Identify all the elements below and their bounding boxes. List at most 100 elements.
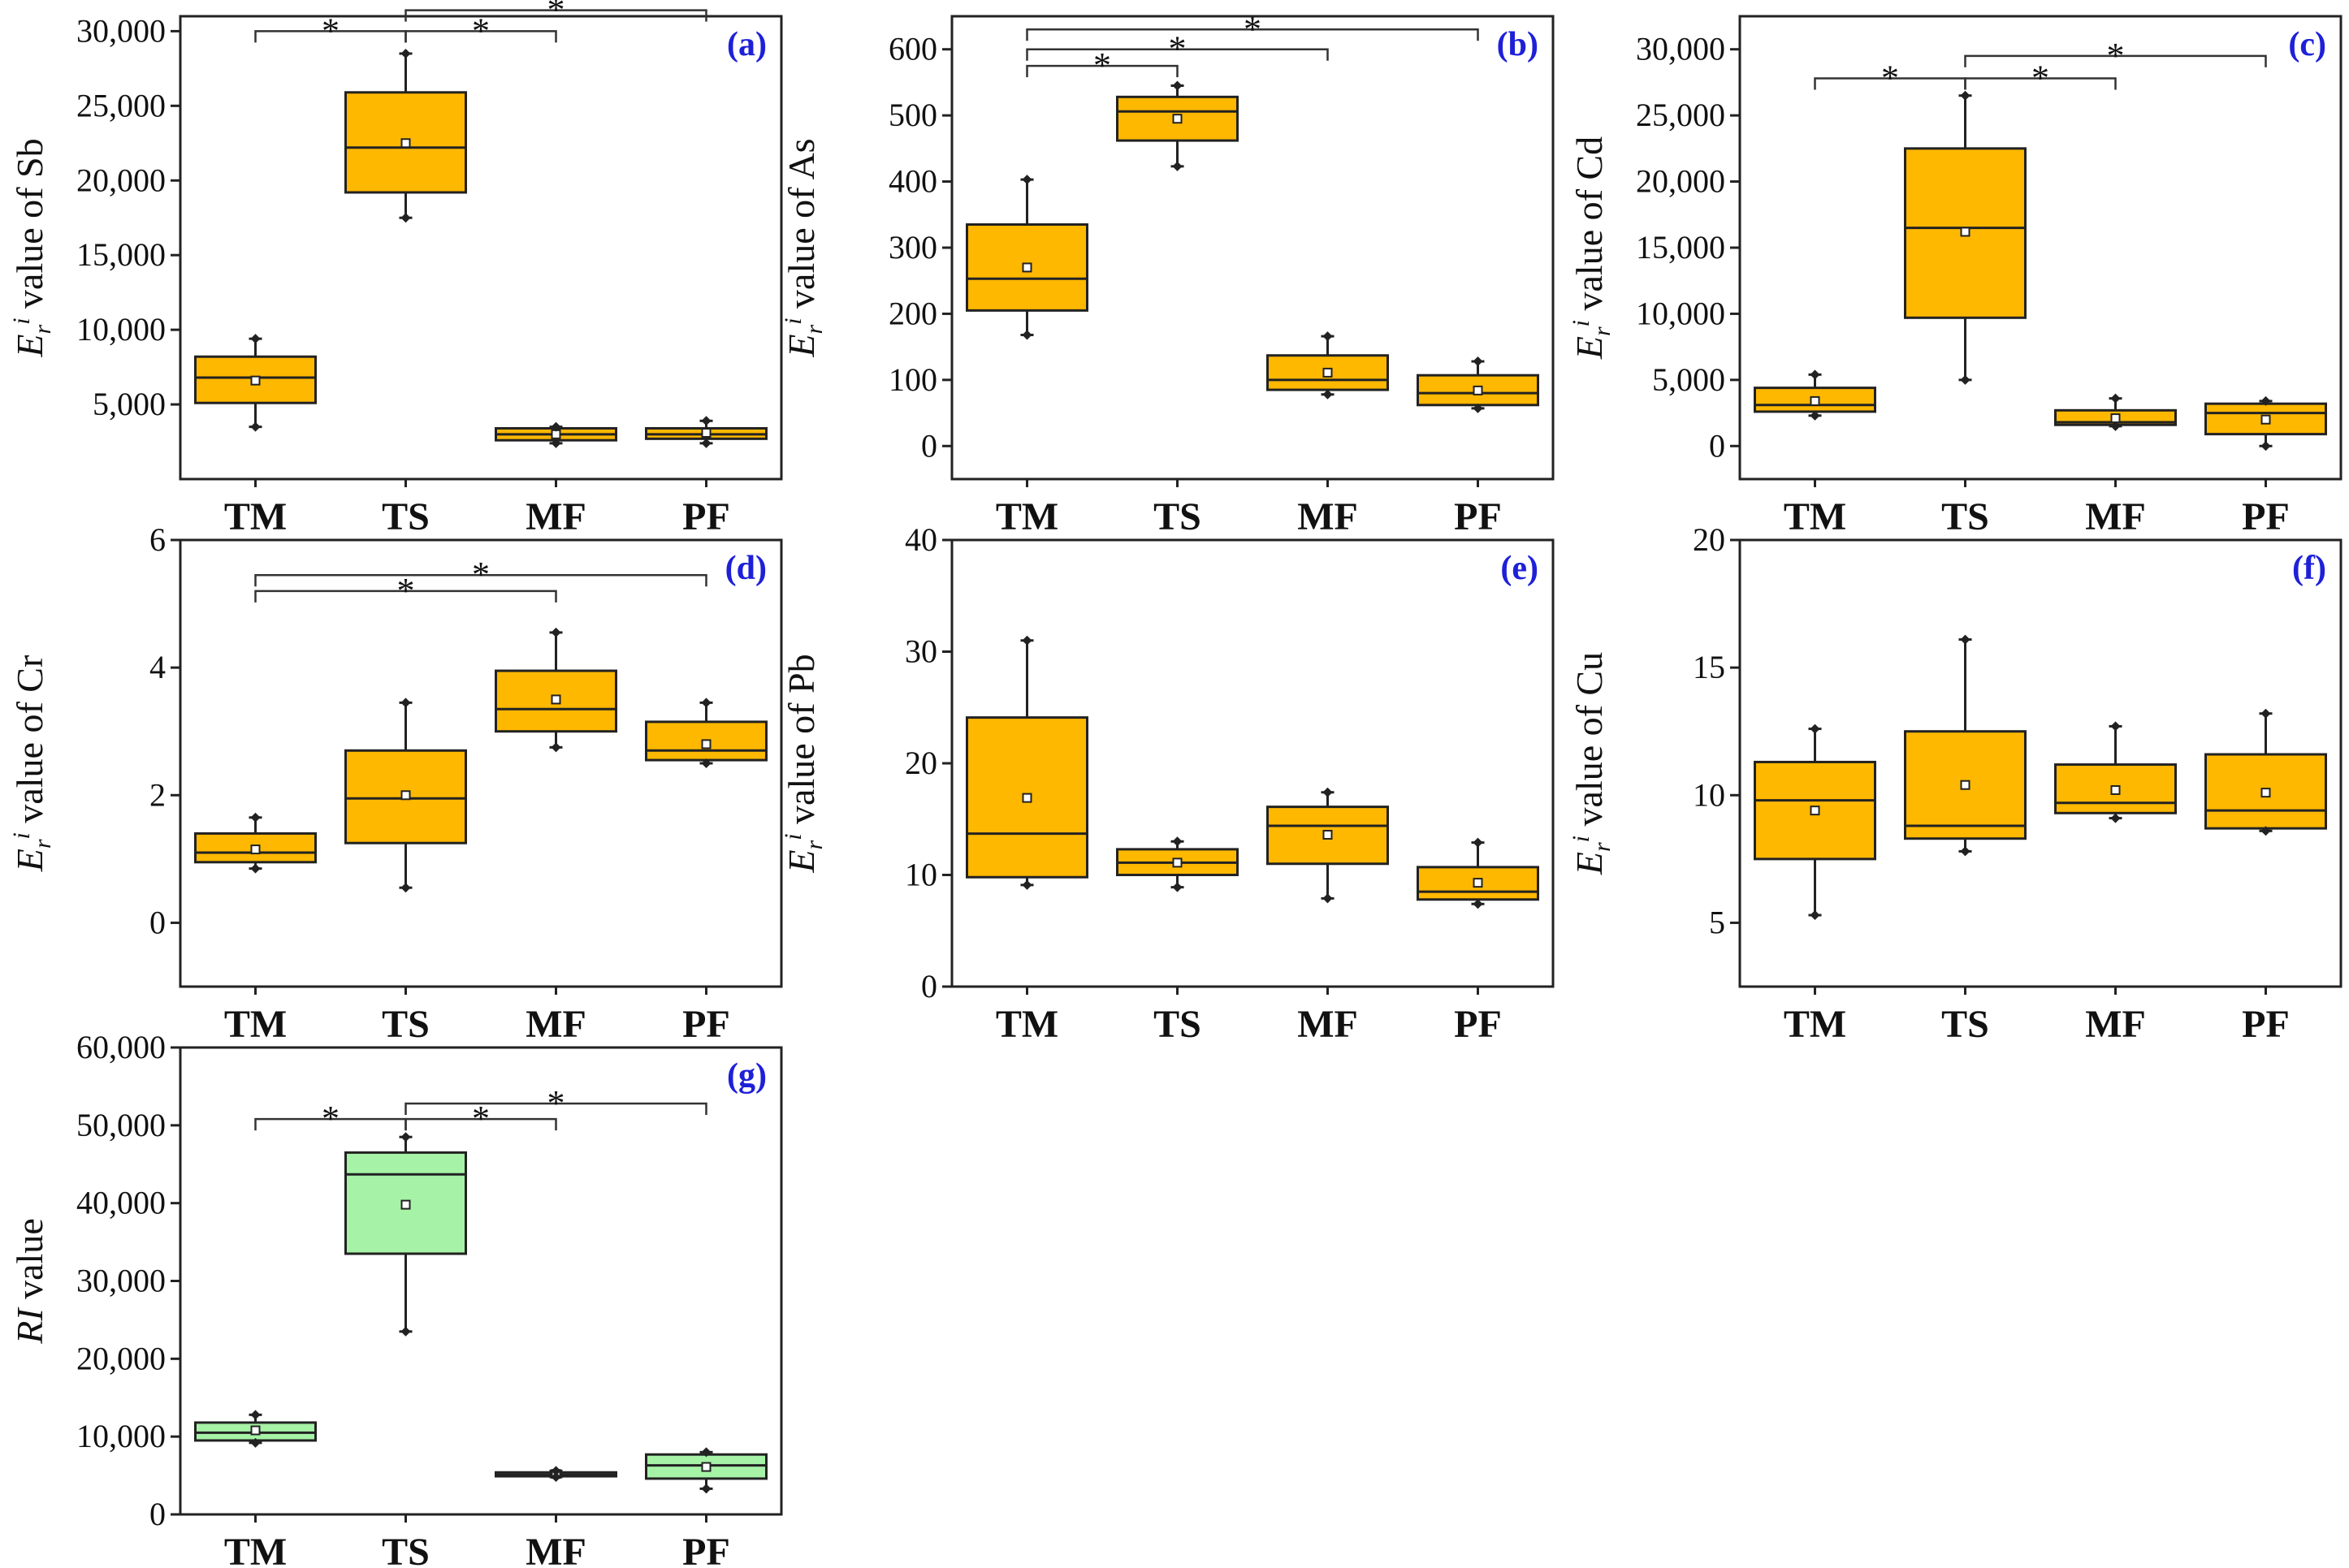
box-group (1417, 356, 1539, 413)
y-axis-title: Eri value of Cu (1568, 652, 1616, 875)
significance-bracket (1964, 54, 2267, 67)
y-axis-symbol: E (1568, 336, 1610, 360)
min-marker (1810, 910, 1820, 920)
x-category-label: TS (382, 1531, 430, 1568)
significance-star: * (1169, 29, 1187, 69)
significance-bracket (1026, 64, 1179, 78)
max-marker (2110, 393, 2121, 404)
box-group (2054, 393, 2177, 431)
y-axis-text: value of Cr (9, 655, 50, 832)
mean-marker (1810, 806, 1820, 816)
min-marker (1322, 893, 1333, 904)
x-category-label: TM (1784, 495, 1846, 538)
min-marker (1473, 403, 1483, 413)
y-axis-superscript: i (780, 833, 807, 840)
y-tick-label: 15,000 (1636, 229, 1725, 266)
box-group (1417, 837, 1539, 909)
box-group (344, 698, 467, 893)
panel-tag: (f) (2292, 550, 2326, 587)
significance-bracket (404, 30, 557, 43)
mean-marker (1960, 227, 1970, 237)
min-marker (400, 1326, 411, 1337)
panel-f: 5 10 15 20 TM TS MF PF Eri value of Cu (f) (1568, 521, 2343, 1046)
y-axis-subscript: r (801, 324, 828, 334)
panel-tag: (e) (1500, 550, 1538, 587)
y-tick-label: 25,000 (76, 87, 166, 123)
y-axis-title: Eri value of Cd (1568, 136, 1616, 360)
x-category-label: TM (224, 1003, 287, 1046)
min-marker (2110, 421, 2121, 431)
min-marker (1022, 879, 1032, 890)
significance-star: * (472, 555, 490, 594)
min-marker (2110, 813, 2121, 823)
min-marker (1022, 330, 1032, 340)
y-tick-label: 100 (889, 361, 937, 398)
mean-marker (1322, 367, 1333, 378)
y-tick-label: 10 (1693, 776, 1725, 813)
max-marker (1810, 724, 1820, 734)
box-group (1754, 369, 1876, 421)
y-axis-title: Eri value of As (780, 138, 828, 357)
y-axis-superscript: i (8, 317, 35, 324)
max-marker (1172, 80, 1183, 91)
min-marker (1810, 410, 1820, 421)
x-category-label: PF (2242, 1003, 2290, 1046)
max-marker (2260, 395, 2271, 406)
box-group (1754, 724, 1876, 920)
min-marker (400, 883, 411, 893)
y-tick-label: 300 (889, 229, 937, 266)
y-tick-label: 5,000 (1652, 361, 1725, 398)
panel-b: 0 100 200 300 400 500 600 TM TS MF PF Eri value of … (780, 9, 1555, 538)
x-category-label: MF (526, 495, 586, 538)
y-tick-label: 40,000 (76, 1185, 166, 1221)
y-tick-label: 60,000 (76, 1029, 166, 1065)
y-axis-text: value of As (781, 138, 822, 317)
x-category-label: TM (996, 1003, 1058, 1046)
x-category-label: PF (1454, 1003, 1502, 1046)
panel-d: 0 2 4 6 TM TS MF PF Eri value of Cr (d) * * (8, 521, 783, 1046)
significance-star: * (322, 1099, 340, 1138)
mean-marker (1022, 262, 1032, 273)
max-marker (250, 1410, 261, 1420)
max-marker (250, 812, 261, 823)
max-marker (1960, 634, 1970, 645)
y-tick-label: 0 (149, 904, 166, 940)
y-axis-title: Eri value of Sb (8, 138, 56, 357)
box-group (2204, 395, 2327, 451)
min-marker (1322, 389, 1333, 400)
box-group (1116, 80, 1239, 171)
significance-star: * (472, 1099, 490, 1138)
max-marker (551, 1466, 561, 1476)
mean-marker (250, 844, 261, 855)
x-category-label: TS (382, 1003, 430, 1046)
y-axis-title: Eri value of Pb (780, 654, 828, 873)
y-tick-label: 0 (149, 1496, 166, 1532)
min-marker (250, 1437, 261, 1448)
y-tick-label: 200 (889, 295, 937, 331)
y-tick-label: 0 (1709, 427, 1725, 464)
box-group (966, 635, 1088, 890)
panel-a: 5,000 10,000 15,000 20,000 25,000 30,000 TM TS M… (8, 0, 783, 538)
significance-bracket (1026, 28, 1479, 41)
mean-marker (2110, 413, 2121, 424)
significance-star: * (472, 11, 490, 50)
min-marker (551, 742, 561, 753)
significance-bracket (1964, 77, 2117, 90)
box-group (495, 627, 617, 753)
max-marker (701, 698, 712, 708)
y-tick-label: 30,000 (1636, 31, 1725, 67)
y-axis-subscript: r (801, 840, 828, 849)
significance-bracket (404, 1117, 557, 1131)
mean-marker (1172, 857, 1183, 868)
mean-marker (1172, 114, 1183, 124)
y-tick-label: 15,000 (76, 236, 166, 273)
max-marker (2110, 721, 2121, 732)
min-marker (400, 213, 411, 223)
y-tick-label: 5,000 (93, 386, 166, 422)
max-marker (2260, 708, 2271, 719)
x-category-label: MF (2085, 1003, 2146, 1046)
box-group (966, 175, 1088, 340)
mean-marker (1473, 878, 1483, 888)
min-marker (2260, 441, 2271, 451)
max-marker (400, 1132, 411, 1143)
